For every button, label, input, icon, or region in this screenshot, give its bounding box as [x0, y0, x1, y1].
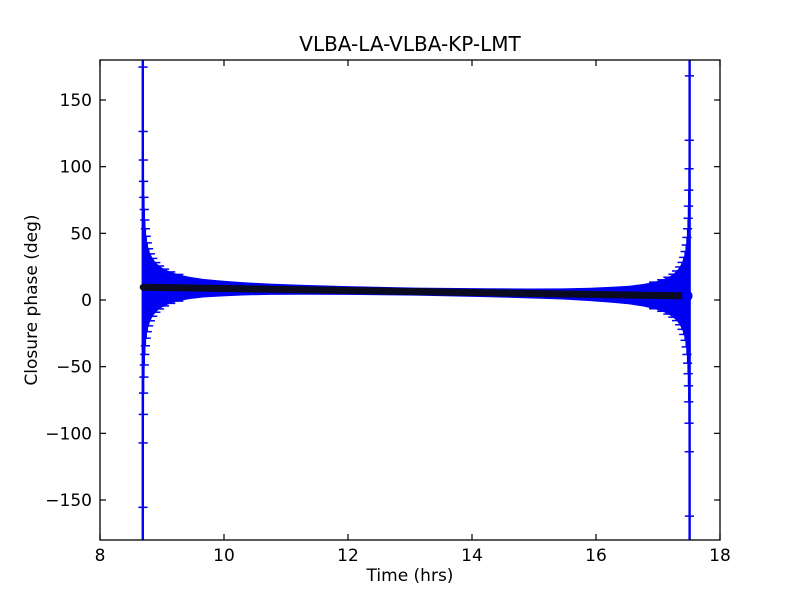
tick-layer: 8 10 12 14 16 18 150 100 50 0 −50 −100 −150: [45, 60, 731, 566]
x-axis-label: Time (hrs): [366, 566, 454, 586]
x-tick-label: 12: [337, 546, 359, 566]
y-tick-label: 100: [60, 158, 92, 178]
y-tick-label: −50: [56, 358, 92, 378]
x-tick-label: 14: [461, 546, 483, 566]
y-tick-label: −100: [45, 424, 92, 444]
y-tick-label: 150: [60, 91, 92, 111]
x-tick-label: 8: [95, 546, 106, 566]
x-tick-label: 16: [585, 546, 607, 566]
plot-data-layer: [138, 60, 695, 540]
endpoint-marker: [681, 290, 693, 302]
overlay-data-line: [139, 283, 689, 300]
y-axis-label: Closure phase (deg): [22, 214, 42, 385]
errorbar-envelope: [142, 60, 690, 540]
x-tick-label: 18: [709, 546, 731, 566]
plot-title: VLBA-LA-VLBA-KP-LMT: [299, 32, 521, 56]
y-tick-label: 50: [70, 224, 92, 244]
y-tick-label: 0: [81, 291, 92, 311]
x-tick-label: 10: [213, 546, 235, 566]
y-tick-label: −150: [45, 491, 92, 511]
